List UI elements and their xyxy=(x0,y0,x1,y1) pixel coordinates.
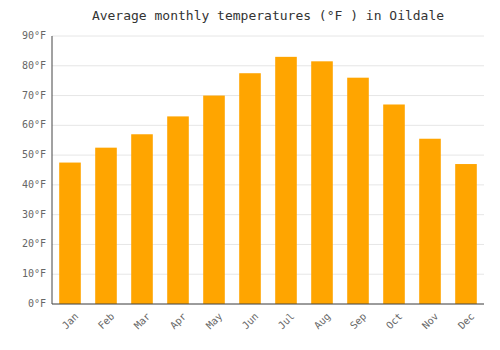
bar xyxy=(311,61,333,304)
y-tick-label: 40°F xyxy=(22,179,46,190)
x-tick-label: Mar xyxy=(132,311,153,332)
y-tick-label: 30°F xyxy=(22,209,46,220)
x-tick-label: Sep xyxy=(348,311,369,332)
bar xyxy=(347,78,369,304)
chart: 0°F 10°F 20°F 30°F 40°F 50°F 60°F 70°F 80°F 90°F J… xyxy=(0,0,500,350)
bar xyxy=(203,96,225,304)
grid-line xyxy=(52,36,484,37)
x-tick-label: Jan xyxy=(60,311,81,332)
y-tick-labels: 0°F 10°F 20°F 30°F 40°F 50°F 60°F 70°F 80°F 90°F xyxy=(22,30,46,309)
title: Average monthly temperatures (°F ) in Oi… xyxy=(92,8,444,23)
bar xyxy=(455,164,477,304)
x-tick-label: Apr xyxy=(168,311,189,332)
bar xyxy=(59,163,81,304)
y-tick-label: 60°F xyxy=(22,119,46,130)
bar xyxy=(383,104,405,304)
x-tick-label: Jul xyxy=(276,311,297,332)
x-tick-label: Oct xyxy=(384,311,405,332)
grid-line xyxy=(52,95,484,96)
y-tick-label: 0°F xyxy=(28,298,46,309)
grid-line xyxy=(52,304,484,305)
y-tick-label: 70°F xyxy=(22,90,46,101)
grid-line xyxy=(52,125,484,126)
grid-line xyxy=(52,65,484,66)
bar xyxy=(239,73,261,304)
chart-container: 0°F 10°F 20°F 30°F 40°F 50°F 60°F 70°F 80°F 90°F J… xyxy=(0,0,500,350)
x-tick-label: Aug xyxy=(312,311,333,332)
bar xyxy=(131,134,153,304)
x-tick-label: May xyxy=(204,311,225,332)
y-tick-label: 50°F xyxy=(22,149,46,160)
bar xyxy=(419,139,441,304)
y-grid xyxy=(52,36,484,304)
y-tick-label: 80°F xyxy=(22,60,46,71)
y-tick-label: 10°F xyxy=(22,268,46,279)
x-axis-line xyxy=(52,304,484,305)
x-tick-label: Nov xyxy=(420,311,441,332)
x-tick-label: Feb xyxy=(96,311,117,332)
x-tick-label: Jun xyxy=(240,311,261,332)
bar xyxy=(275,57,297,304)
y-tick-label: 20°F xyxy=(22,238,46,249)
y-tick-label: 90°F xyxy=(22,30,46,41)
x-tick-labels: Jan Feb Mar Apr May Jun Jul Aug Sep Oct Nov Dec xyxy=(60,311,477,332)
x-tick-label: Dec xyxy=(456,311,477,332)
bar xyxy=(167,116,189,304)
bar xyxy=(95,148,117,304)
bars xyxy=(59,57,477,304)
y-axis-line xyxy=(52,36,53,304)
